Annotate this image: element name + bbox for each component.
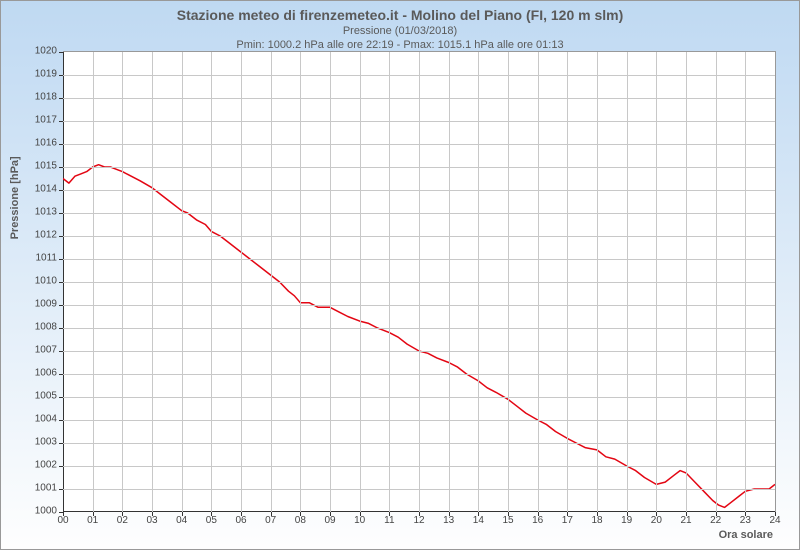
grid-line-v bbox=[508, 52, 509, 512]
x-axis-label: Ora solare bbox=[719, 529, 773, 541]
grid-line-v bbox=[745, 52, 746, 512]
xtick-label: 09 bbox=[324, 515, 335, 526]
xtick-label: 08 bbox=[295, 515, 306, 526]
ytick-label: 1003 bbox=[29, 437, 57, 448]
ytick-label: 1020 bbox=[29, 46, 57, 57]
grid-line-v bbox=[567, 52, 568, 512]
grid-line-v bbox=[389, 52, 390, 512]
grid-line-v bbox=[538, 52, 539, 512]
y-axis-label: Pressione [hPa] bbox=[9, 156, 21, 239]
xtick-label: 03 bbox=[146, 515, 157, 526]
ytick-mark bbox=[59, 466, 63, 467]
ytick-mark bbox=[59, 167, 63, 168]
ytick-mark bbox=[59, 236, 63, 237]
grid-line-v bbox=[449, 52, 450, 512]
grid-line-v bbox=[597, 52, 598, 512]
grid-line-v bbox=[152, 52, 153, 512]
xtick-label: 18 bbox=[591, 515, 602, 526]
ytick-mark bbox=[59, 121, 63, 122]
ytick-mark bbox=[59, 190, 63, 191]
ytick-label: 1012 bbox=[29, 230, 57, 241]
ytick-mark bbox=[59, 443, 63, 444]
ytick-label: 1019 bbox=[29, 69, 57, 80]
chart-container: Stazione meteo di firenzemeteo.it - Moli… bbox=[0, 0, 800, 550]
ytick-label: 1018 bbox=[29, 92, 57, 103]
ytick-mark bbox=[59, 144, 63, 145]
grid-line-v bbox=[716, 52, 717, 512]
ytick-label: 1006 bbox=[29, 368, 57, 379]
xtick-label: 00 bbox=[57, 515, 68, 526]
ytick-label: 1014 bbox=[29, 184, 57, 195]
xtick-label: 22 bbox=[710, 515, 721, 526]
grid-line-v bbox=[419, 52, 420, 512]
ytick-mark bbox=[59, 351, 63, 352]
ytick-label: 1016 bbox=[29, 138, 57, 149]
xtick-label: 15 bbox=[502, 515, 513, 526]
grid-line-v bbox=[478, 52, 479, 512]
xtick-label: 12 bbox=[413, 515, 424, 526]
xtick-label: 24 bbox=[769, 515, 780, 526]
ytick-mark bbox=[59, 397, 63, 398]
ytick-mark bbox=[59, 213, 63, 214]
ytick-label: 1002 bbox=[29, 460, 57, 471]
ytick-mark bbox=[59, 52, 63, 53]
ytick-label: 1017 bbox=[29, 115, 57, 126]
xtick-label: 20 bbox=[651, 515, 662, 526]
xtick-label: 21 bbox=[680, 515, 691, 526]
chart-title: Stazione meteo di firenzemeteo.it - Moli… bbox=[1, 1, 799, 23]
grid-line-v bbox=[241, 52, 242, 512]
ytick-label: 1015 bbox=[29, 161, 57, 172]
ytick-mark bbox=[59, 374, 63, 375]
xtick-label: 01 bbox=[87, 515, 98, 526]
ytick-mark bbox=[59, 75, 63, 76]
xtick-label: 04 bbox=[176, 515, 187, 526]
xtick-label: 07 bbox=[265, 515, 276, 526]
ytick-mark bbox=[59, 282, 63, 283]
plot-area bbox=[63, 51, 776, 512]
grid-line-v bbox=[271, 52, 272, 512]
grid-line-v bbox=[360, 52, 361, 512]
grid-line-v bbox=[330, 52, 331, 512]
xtick-label: 02 bbox=[117, 515, 128, 526]
ytick-label: 1000 bbox=[29, 506, 57, 517]
grid-line-v bbox=[627, 52, 628, 512]
ytick-label: 1001 bbox=[29, 483, 57, 494]
xtick-label: 19 bbox=[621, 515, 632, 526]
grid-line-v bbox=[122, 52, 123, 512]
grid-line-v bbox=[686, 52, 687, 512]
ytick-label: 1010 bbox=[29, 276, 57, 287]
grid-line-v bbox=[211, 52, 212, 512]
ytick-label: 1005 bbox=[29, 391, 57, 402]
xtick-label: 11 bbox=[384, 515, 394, 526]
xtick-label: 23 bbox=[740, 515, 751, 526]
xtick-label: 06 bbox=[235, 515, 246, 526]
ytick-mark bbox=[59, 489, 63, 490]
grid-line-v bbox=[93, 52, 94, 512]
ytick-label: 1013 bbox=[29, 207, 57, 218]
xtick-label: 10 bbox=[354, 515, 365, 526]
xtick-label: 16 bbox=[532, 515, 543, 526]
ytick-mark bbox=[59, 259, 63, 260]
grid-line-v bbox=[300, 52, 301, 512]
xtick-label: 05 bbox=[206, 515, 217, 526]
ytick-label: 1011 bbox=[29, 253, 57, 264]
grid-line-v bbox=[656, 52, 657, 512]
xtick-label: 13 bbox=[443, 515, 454, 526]
xtick-label: 17 bbox=[562, 515, 573, 526]
chart-subtitle2: Pmin: 1000.2 hPa alle ore 22:19 - Pmax: … bbox=[1, 39, 799, 51]
ytick-label: 1008 bbox=[29, 322, 57, 333]
ytick-label: 1004 bbox=[29, 414, 57, 425]
ytick-label: 1009 bbox=[29, 299, 57, 310]
ytick-mark bbox=[59, 98, 63, 99]
ytick-mark bbox=[59, 328, 63, 329]
ytick-label: 1007 bbox=[29, 345, 57, 356]
grid-line-v bbox=[182, 52, 183, 512]
ytick-mark bbox=[59, 305, 63, 306]
ytick-mark bbox=[59, 420, 63, 421]
chart-subtitle1: Pressione (01/03/2018) bbox=[1, 25, 799, 37]
xtick-label: 14 bbox=[473, 515, 484, 526]
